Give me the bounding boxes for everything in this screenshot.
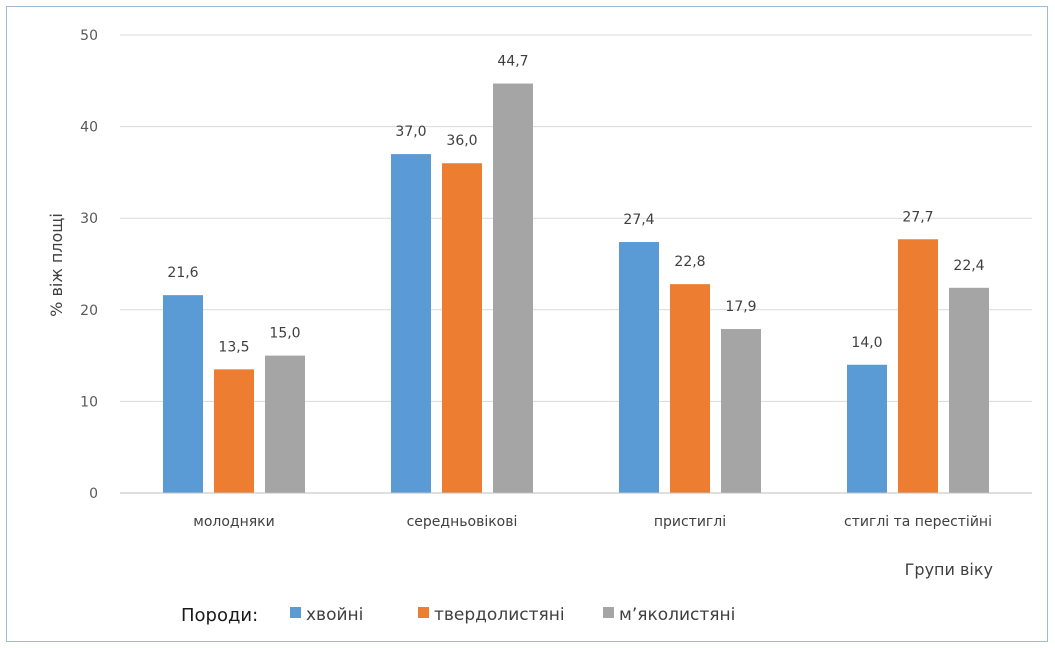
bar	[619, 242, 659, 493]
y-tick-label: 40	[80, 120, 98, 136]
bar	[265, 355, 305, 493]
data-label: 14,0	[851, 335, 882, 351]
data-label: 44,7	[497, 54, 528, 70]
bars	[163, 83, 989, 494]
bar	[670, 284, 710, 493]
data-label: 22,4	[953, 258, 984, 274]
x-axis-categories: молодняки середньовікові пристиглі стиглі т…	[193, 514, 992, 530]
category-label: пристиглі	[654, 514, 726, 530]
bar	[391, 154, 431, 493]
data-label: 21,6	[167, 265, 198, 281]
legend: Породи: хвойні твердолистяні м’яколистяні	[181, 605, 735, 626]
data-label: 17,9	[725, 299, 756, 315]
bar	[214, 369, 254, 493]
legend-swatch	[418, 607, 429, 618]
data-labels: 21,6 13,5 15,0 37,0 36,0 44,7 27,4 22,8 17,9 14,0…	[167, 54, 984, 356]
bar	[442, 163, 482, 494]
y-tick-label: 10	[80, 394, 98, 410]
bar	[163, 295, 203, 493]
data-label: 36,0	[446, 133, 477, 149]
category-label: стиглі та перестійні	[844, 514, 992, 530]
x-axis-title: Групи віку	[905, 560, 993, 579]
legend-label: хвойні	[306, 605, 363, 625]
category-label: молодняки	[193, 514, 274, 530]
data-label: 15,0	[269, 326, 300, 342]
bar	[721, 329, 761, 493]
gridlines	[120, 34, 1032, 402]
bar	[847, 364, 887, 493]
bar	[949, 287, 989, 493]
data-label: 27,4	[623, 212, 654, 228]
legend-swatch	[290, 607, 301, 618]
y-tick-label: 50	[80, 28, 98, 44]
bar	[493, 83, 533, 493]
legend-label: м’яколистяні	[619, 605, 735, 625]
y-axis-title: % віж площі	[47, 213, 66, 317]
y-axis-ticks: 0 10 20 30 40 50	[80, 28, 98, 502]
legend-label: твердолистяні	[434, 605, 565, 625]
legend-title: Породи:	[181, 605, 258, 626]
legend-swatch	[603, 607, 614, 618]
data-label: 37,0	[395, 124, 426, 140]
y-tick-label: 30	[80, 211, 98, 227]
data-label: 27,7	[902, 209, 933, 225]
y-tick-label: 20	[80, 303, 98, 319]
data-label: 13,5	[218, 339, 249, 355]
category-label: середньовікові	[407, 514, 518, 530]
data-label: 22,8	[674, 254, 705, 270]
bar	[898, 239, 938, 493]
y-tick-label: 0	[89, 486, 98, 502]
